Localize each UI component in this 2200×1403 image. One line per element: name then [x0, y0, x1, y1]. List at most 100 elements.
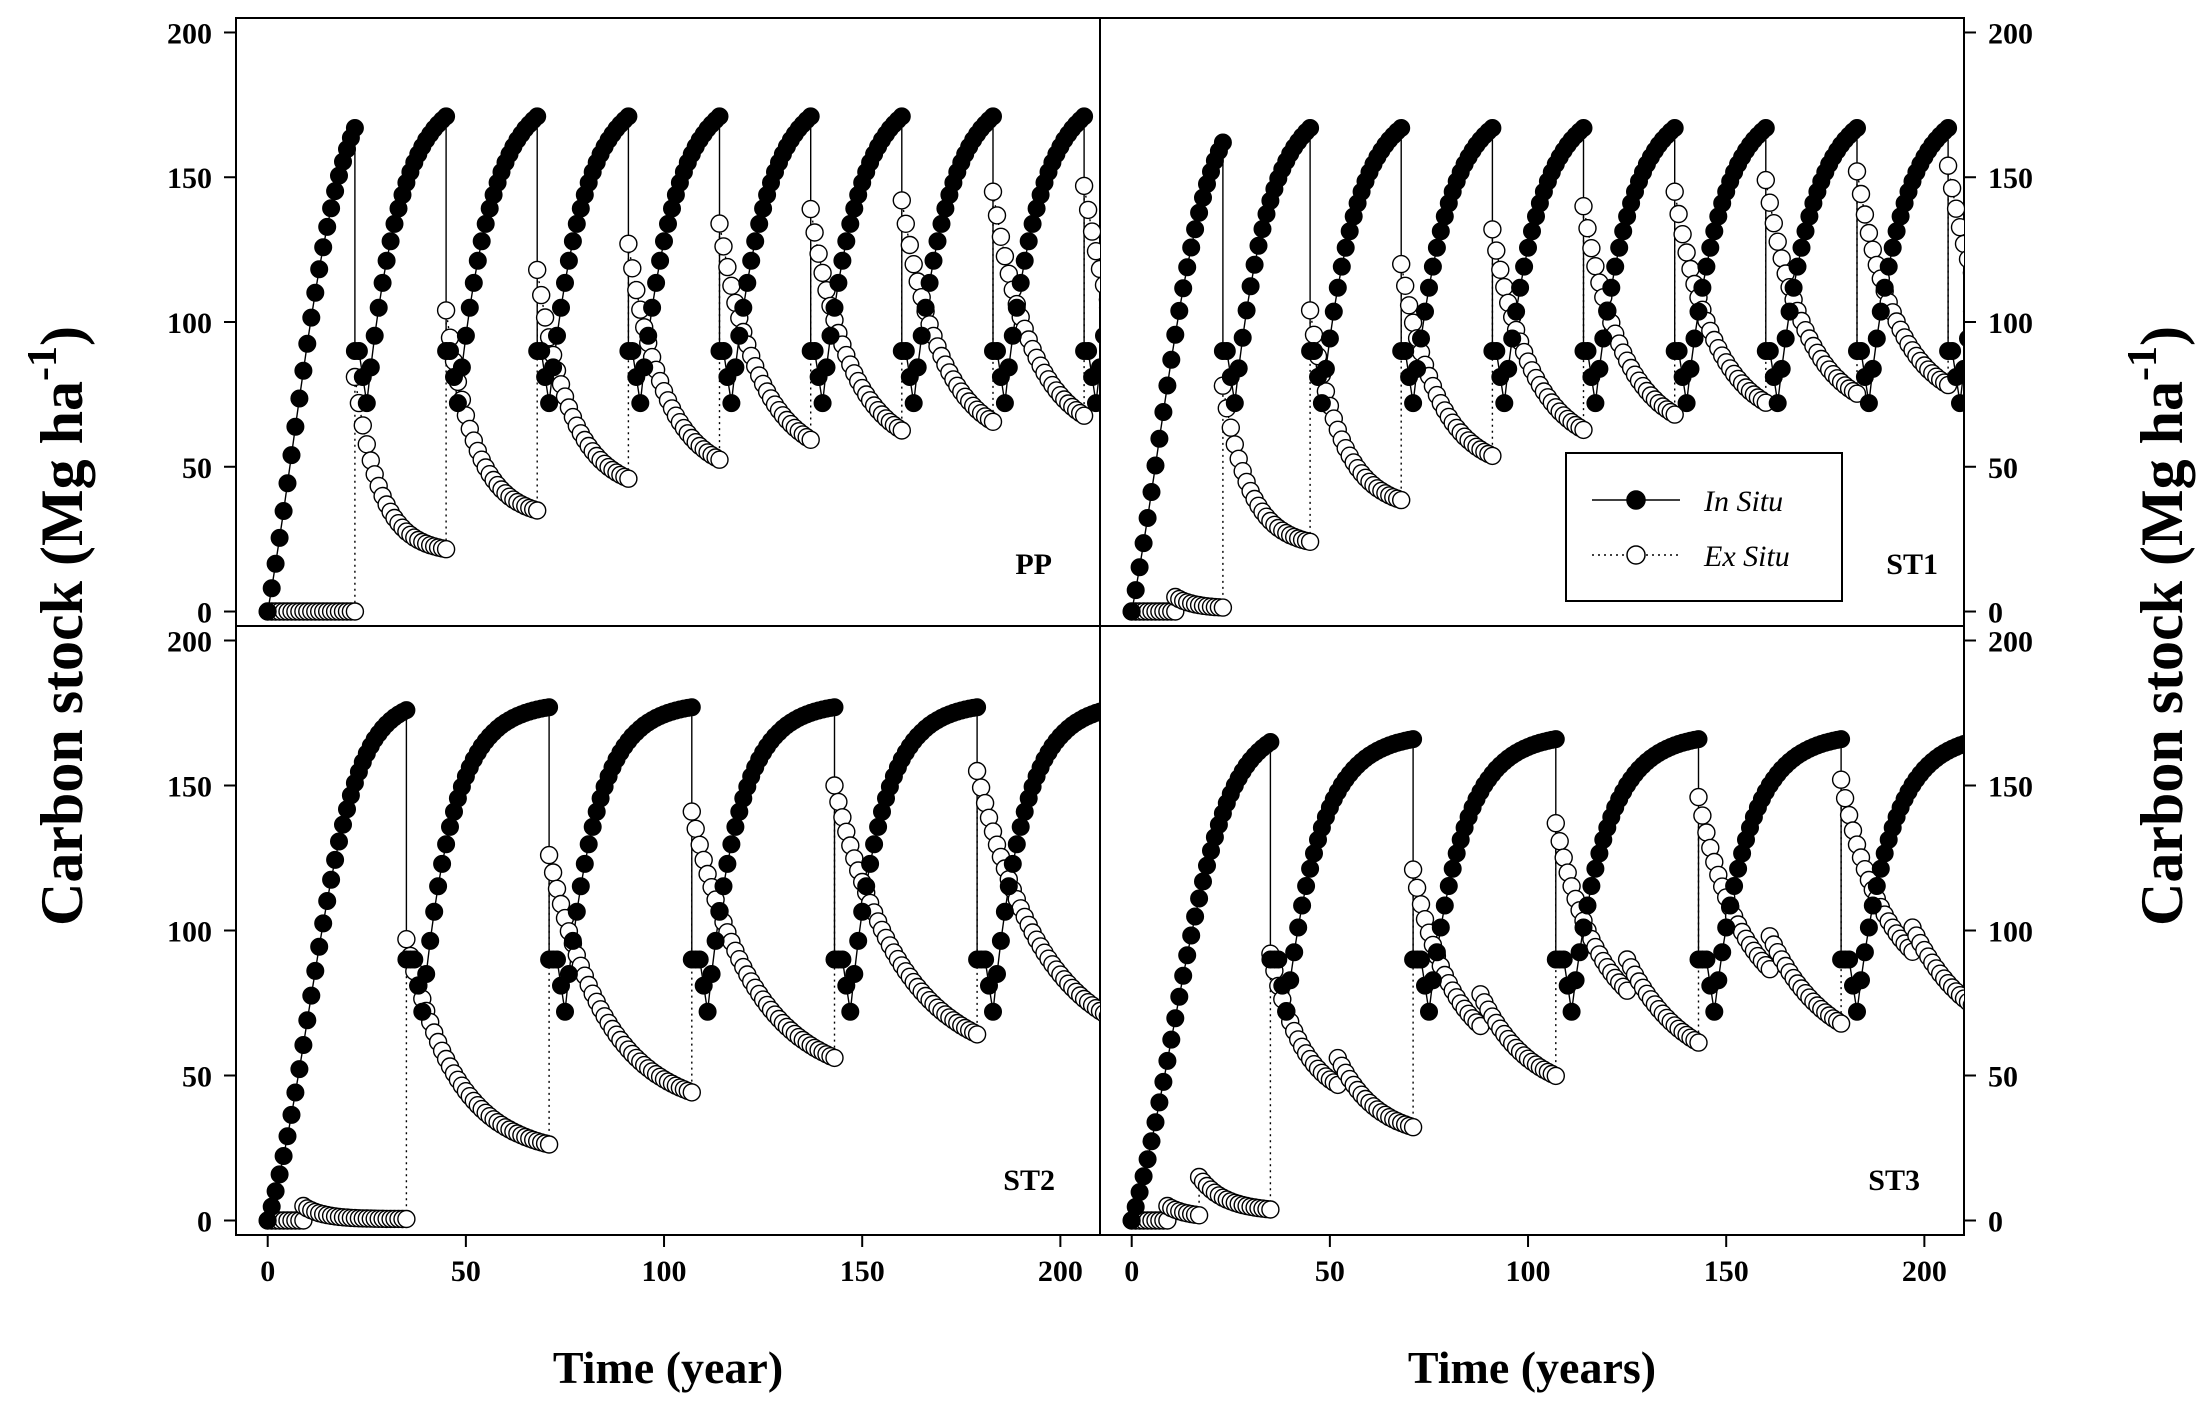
st1-in-situ-point — [1959, 330, 1964, 347]
pp-ex-situ-point — [896, 214, 915, 234]
pp-ex-situ-point — [357, 435, 376, 454]
pp-in-situ-point — [274, 502, 293, 520]
st3-in-situ-point — [1689, 730, 1708, 749]
st3-in-situ-point — [1975, 731, 1992, 748]
st1-in-situ-point — [1685, 329, 1704, 348]
st3-ex-situ-point — [1831, 770, 1851, 789]
st2-in-situ-point — [575, 854, 594, 873]
legend-ex-situ-marker — [1626, 545, 1646, 565]
st2-ex-situ-point — [967, 1025, 987, 1044]
st2-y-tick-label: 50 — [182, 1061, 212, 1094]
pp-in-situ-point — [1163, 112, 1180, 129]
pp-ex-situ-point — [805, 223, 824, 242]
st1-in-situ-point — [1772, 359, 1791, 378]
pp-in-situ-point — [631, 394, 650, 413]
st1-in-situ-point — [1681, 359, 1700, 378]
pp-ex-situ-point — [1135, 373, 1152, 390]
st3-in-situ-point — [1971, 731, 1988, 748]
pp-ex-situ-point — [619, 469, 638, 488]
st1-ex-situ-point — [1958, 250, 1964, 268]
st3-in-situ-point — [1194, 872, 1212, 891]
st1-ex-situ-point — [1495, 277, 1514, 297]
st1-ex-situ-point — [1938, 156, 1958, 175]
pp-in-situ-point — [643, 298, 662, 317]
st1-in-situ-point — [1150, 429, 1169, 448]
pp-in-situ-point — [1003, 326, 1022, 345]
st1-in-situ-point — [1213, 133, 1232, 152]
pp-in-situ-point — [559, 251, 578, 270]
st1-in-situ-point — [1170, 301, 1189, 320]
pp-in-situ-point — [619, 107, 638, 126]
st3-in-situ-point — [1832, 730, 1851, 749]
pp-ex-situ-point — [623, 259, 642, 278]
st1-in-situ-point — [1578, 342, 1597, 360]
st3-in-situ-point — [1852, 971, 1870, 990]
pp-in-situ-point — [1079, 342, 1098, 360]
pp-in-situ-point — [563, 232, 582, 251]
pp-in-situ-point — [385, 214, 404, 233]
st1-in-situ-point — [1130, 558, 1149, 577]
st3-ex-situ-point — [1839, 805, 1859, 825]
st3-in-situ-point — [1705, 1002, 1724, 1021]
pp-ex-situ-point — [1123, 353, 1140, 370]
st1-ex-situ-point — [1391, 254, 1411, 274]
st2-in-situ-point — [984, 1002, 1002, 1021]
pp-in-situ-point — [1151, 126, 1168, 143]
st2-in-situ-point — [441, 817, 459, 836]
st1-in-situ-point — [1162, 350, 1181, 369]
pp-in-situ-point — [1135, 154, 1152, 171]
st3-ex-situ-point — [1689, 1033, 1708, 1052]
st1-in-situ-point — [1312, 394, 1331, 413]
legend-in-situ-marker — [1626, 490, 1646, 510]
st2-in-situ-point — [841, 1002, 860, 1021]
pp-in-situ-point — [1147, 131, 1164, 148]
pp-in-situ-point — [448, 394, 467, 413]
pp-in-situ-point — [369, 298, 388, 317]
st1-in-situ-point — [1859, 394, 1878, 413]
st1-in-situ-point — [2031, 120, 2048, 137]
st3-ex-situ-point — [1261, 1200, 1280, 1219]
pp-ex-situ-point — [1098, 294, 1100, 305]
st3-in-situ-point — [1423, 971, 1442, 990]
st2-in-situ-point — [698, 1002, 717, 1021]
st1-in-situ-point — [1233, 328, 1252, 347]
pp-in-situ-point — [1015, 251, 1034, 270]
st1-in-situ-point — [1499, 359, 1518, 378]
st1-in-situ-point — [1146, 456, 1165, 475]
st3-in-situ-point — [1855, 943, 1874, 962]
st1-in-situ-point — [1665, 119, 1684, 137]
st3-in-situ-point — [1439, 877, 1458, 895]
st1-in-situ-point — [1697, 257, 1716, 276]
st1-in-situ-point — [1519, 238, 1537, 257]
st2-in-situ-point — [702, 965, 721, 983]
st2-series-layer — [258, 698, 1124, 1230]
pp-in-situ-point — [548, 326, 566, 345]
st3-in-situ-point — [1130, 1183, 1149, 1202]
st2-in-situ-point — [1107, 699, 1124, 716]
st2-ex-situ-point — [1098, 1011, 1100, 1021]
pp-ex-situ-point — [904, 255, 923, 274]
pp-in-situ-point — [1091, 358, 1100, 377]
pp-in-situ-point — [286, 417, 305, 436]
st3-in-situ-point — [1427, 943, 1446, 962]
st1-in-situ-point — [1138, 509, 1157, 527]
st3-in-situ-point — [1867, 877, 1886, 895]
pp-in-situ-point — [540, 394, 559, 413]
st3-ex-situ-point — [1546, 1066, 1566, 1086]
st3-in-situ-point — [1182, 926, 1201, 945]
st1-ex-situ-point — [1681, 259, 1700, 279]
st1-in-situ-point — [1693, 278, 1712, 297]
pp-ex-situ-point — [983, 412, 1003, 431]
pp-in-situ-point — [472, 232, 491, 251]
pp-in-situ-point — [1143, 138, 1160, 155]
st1-in-situ-point — [1340, 222, 1359, 241]
st1-ex-situ-point — [2027, 368, 2044, 385]
st1-in-situ-point — [1689, 302, 1708, 321]
pp-ex-situ-point — [1139, 379, 1156, 396]
pp-ex-situ-point — [718, 257, 737, 277]
st3-in-situ-point — [1277, 1002, 1296, 1021]
pp-in-situ-point — [1123, 186, 1140, 203]
pp-ex-situ-point — [532, 285, 551, 305]
st3-in-situ-point — [1582, 877, 1601, 895]
st1-in-situ-point — [1951, 394, 1964, 413]
